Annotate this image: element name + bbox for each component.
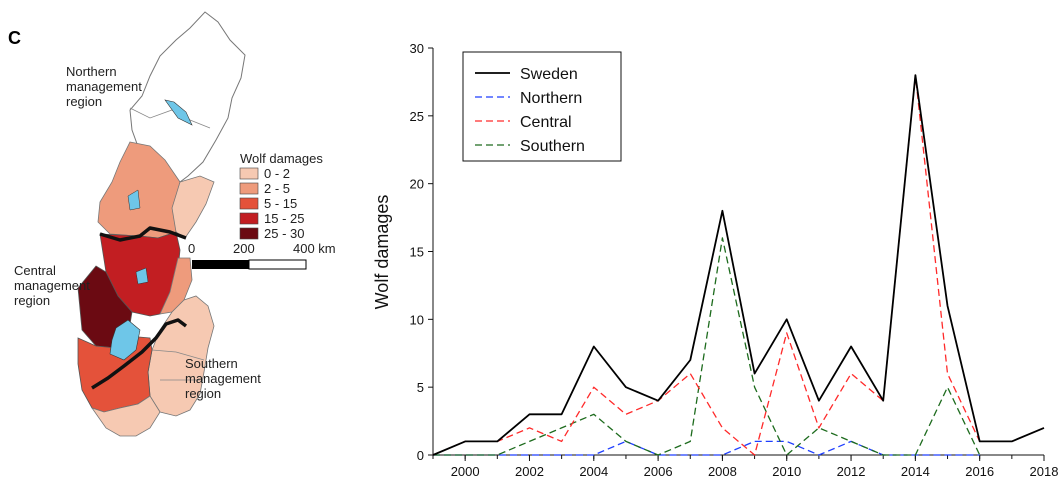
central-region-label-3: region xyxy=(14,293,50,308)
map-legend-label: 2 - 5 xyxy=(264,181,290,196)
x-tick-label: 2012 xyxy=(837,464,866,479)
y-tick-label: 25 xyxy=(410,109,424,124)
map-legend-swatch xyxy=(239,212,259,225)
management-border-south xyxy=(91,318,188,390)
y-tick-label: 10 xyxy=(410,312,424,327)
lake-dalarna xyxy=(135,267,149,285)
x-tick-label: 2002 xyxy=(515,464,544,479)
map-legend-label: 5 - 15 xyxy=(264,196,297,211)
x-tick-label: 2004 xyxy=(579,464,608,479)
x-tick-label: 2018 xyxy=(1030,464,1059,479)
scale-label-0: 0 xyxy=(188,241,195,256)
y-axis-label: Wolf damages xyxy=(372,195,392,310)
sweden-map: Northern management region Central manag… xyxy=(14,11,336,437)
lake-north xyxy=(164,99,193,126)
chart-legend-label: Northern xyxy=(520,90,582,107)
lake-jamtland xyxy=(127,189,141,211)
y-tick-label: 5 xyxy=(417,380,424,395)
x-tick-label: 2010 xyxy=(772,464,801,479)
chart-legend: Sweden Northern Central Southern xyxy=(462,51,622,162)
series-line-southern xyxy=(433,237,981,456)
lake-vanern xyxy=(109,319,141,361)
county-southwest xyxy=(90,395,161,437)
chart-legend-label: Sweden xyxy=(520,66,578,83)
y-tick-label: 20 xyxy=(410,177,424,192)
x-tick-label: 2016 xyxy=(965,464,994,479)
northern-region-label-1: Northern xyxy=(66,64,117,79)
county-boundary xyxy=(151,349,205,381)
x-tick-label: 2014 xyxy=(901,464,930,479)
x-tick-label: 2008 xyxy=(708,464,737,479)
map-legend-label: 15 - 25 xyxy=(264,211,304,226)
map-legend-swatch xyxy=(239,182,259,195)
central-region-label-2: management xyxy=(14,278,90,293)
map-legend-swatch xyxy=(239,197,259,210)
x-tick-label: 2006 xyxy=(644,464,673,479)
chart-legend-label: Central xyxy=(520,114,572,131)
scale-label-400: 400 km xyxy=(293,241,336,256)
scale-bar: 0 200 400 km xyxy=(188,241,336,270)
southern-region-label-3: region xyxy=(185,386,221,401)
y-tick-label: 15 xyxy=(410,245,424,260)
axes: 0 5 10 15 20 25 30 2000 2002 2004 2006 2008 2010 2012… xyxy=(410,41,1059,479)
y-tick-label: 0 xyxy=(417,448,424,463)
x-tick-label: 2000 xyxy=(451,464,480,479)
map-legend-swatch xyxy=(239,227,259,240)
northern-region-label-3: region xyxy=(66,94,102,109)
series-lines xyxy=(432,74,1045,456)
chart-legend-box xyxy=(462,51,622,162)
chart-legend-label: Southern xyxy=(520,138,585,155)
northern-region-label-2: management xyxy=(66,79,142,94)
scale-bar-black xyxy=(192,260,249,269)
y-tick-label: 30 xyxy=(410,41,424,56)
scale-bar-white xyxy=(248,259,307,270)
series-line-central xyxy=(432,74,1045,456)
panel-label: C xyxy=(8,28,21,48)
management-border-north xyxy=(99,226,187,242)
southern-region-label-2: management xyxy=(185,371,261,386)
map-legend-label: 0 - 2 xyxy=(264,166,290,181)
series-line-northern xyxy=(433,440,980,456)
map-legend-label: 25 - 30 xyxy=(264,226,304,241)
southern-region-label-1: Southern xyxy=(185,356,238,371)
central-region-label-1: Central xyxy=(14,263,56,278)
map-legend-swatch xyxy=(239,167,259,180)
line-chart: Wolf damages 0 5 10 15 20 25 30 2000 2002 2004 200… xyxy=(372,41,1058,479)
map-legend-title: Wolf damages xyxy=(240,151,323,166)
scale-label-200: 200 xyxy=(233,241,255,256)
series-line-sweden xyxy=(432,74,1045,456)
